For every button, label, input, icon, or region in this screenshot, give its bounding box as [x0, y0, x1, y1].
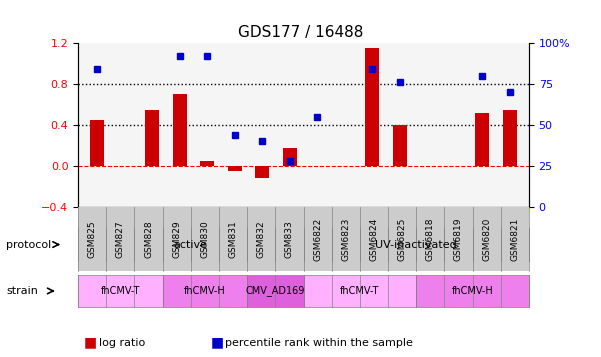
Bar — [503, 110, 516, 166]
Bar — [475, 112, 489, 166]
Text: GSM827: GSM827 — [116, 220, 125, 258]
Text: GDS177 / 16488: GDS177 / 16488 — [238, 25, 363, 40]
Text: GSM828: GSM828 — [144, 220, 153, 258]
Text: ■: ■ — [84, 336, 97, 350]
Bar — [283, 147, 297, 166]
Text: GSM6824: GSM6824 — [370, 217, 379, 261]
Text: protocol: protocol — [6, 240, 51, 250]
Bar — [173, 94, 187, 166]
Text: GSM825: GSM825 — [88, 220, 97, 258]
Text: GSM831: GSM831 — [228, 220, 237, 258]
Bar — [145, 110, 159, 166]
Bar — [201, 161, 214, 166]
Text: CMV_AD169: CMV_AD169 — [246, 286, 305, 296]
Text: GSM6821: GSM6821 — [510, 217, 519, 261]
Text: GSM6819: GSM6819 — [454, 217, 463, 261]
Text: GSM833: GSM833 — [285, 220, 294, 258]
Text: GSM6820: GSM6820 — [482, 217, 491, 261]
Text: GSM6822: GSM6822 — [313, 217, 322, 261]
Text: GSM6823: GSM6823 — [341, 217, 350, 261]
Bar — [91, 120, 104, 166]
Text: fhCMV-T: fhCMV-T — [101, 286, 140, 296]
Bar — [393, 125, 406, 166]
Text: ■: ■ — [210, 336, 224, 350]
Text: UV-inactivated: UV-inactivated — [375, 240, 457, 250]
Text: fhCMV-T: fhCMV-T — [340, 286, 380, 296]
Bar — [228, 166, 242, 171]
Text: strain: strain — [6, 286, 38, 296]
Text: GSM830: GSM830 — [200, 220, 209, 258]
Bar — [365, 48, 379, 166]
Text: log ratio: log ratio — [99, 338, 145, 348]
Text: GSM829: GSM829 — [172, 220, 182, 258]
Text: fhCMV-H: fhCMV-H — [452, 286, 493, 296]
Text: GSM6825: GSM6825 — [398, 217, 407, 261]
Text: active: active — [174, 240, 208, 250]
Bar — [255, 166, 269, 178]
Text: percentile rank within the sample: percentile rank within the sample — [225, 338, 413, 348]
Text: GSM832: GSM832 — [257, 220, 266, 258]
Text: GSM6818: GSM6818 — [426, 217, 435, 261]
Text: fhCMV-H: fhCMV-H — [184, 286, 226, 296]
